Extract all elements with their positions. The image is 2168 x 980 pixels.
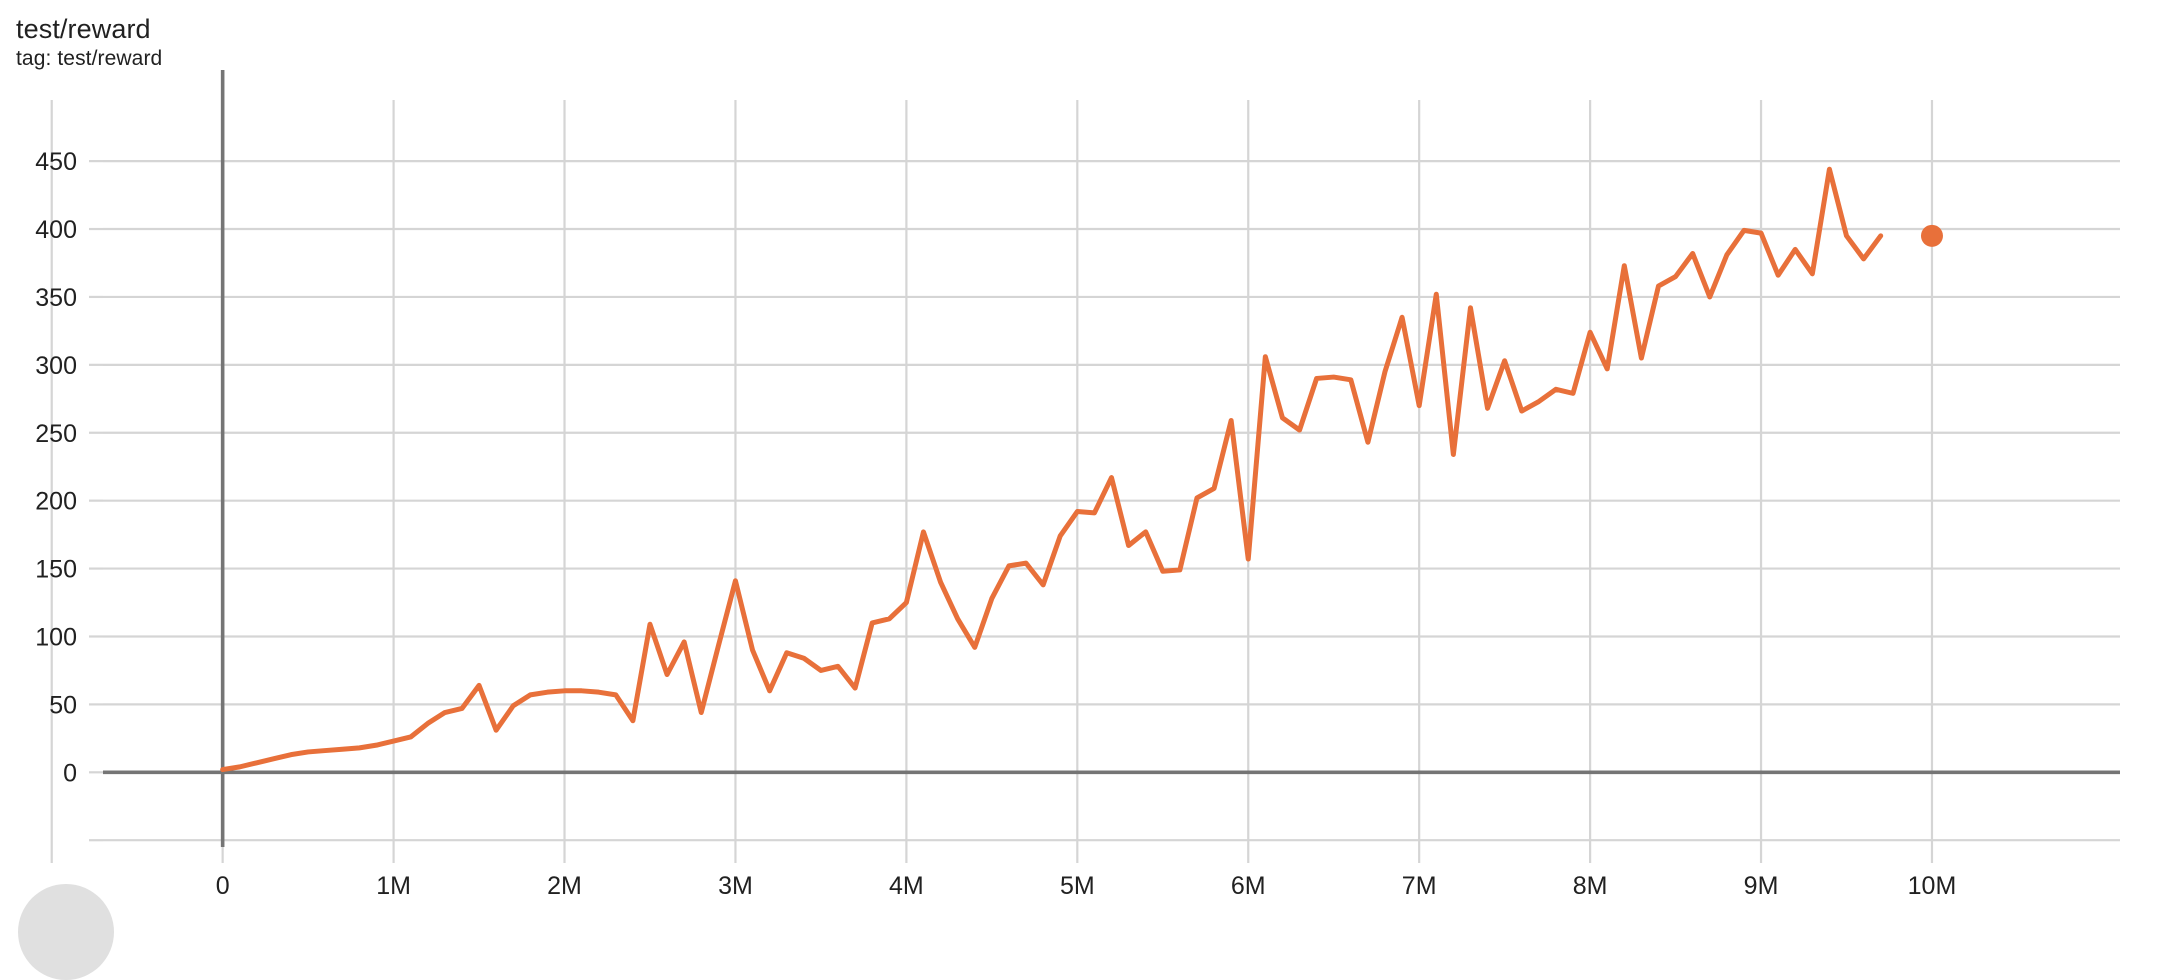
x-tick-label: 10M	[1908, 872, 1957, 900]
x-tick-label: 2M	[547, 872, 582, 900]
endpoint-marker	[1920, 224, 1943, 247]
page-title: test/reward	[16, 14, 151, 44]
y-tick-label: 100	[35, 623, 77, 651]
y-tick-label: 200	[35, 488, 77, 516]
x-tick-label: 5M	[1060, 872, 1095, 900]
y-tick-label: 300	[35, 352, 77, 380]
y-tick-label: 250	[35, 420, 77, 448]
data-series-line	[220, 166, 1884, 773]
y-tick-label: 450	[35, 148, 77, 176]
x-tick-label: 3M	[718, 872, 753, 900]
x-tick-label: 9M	[1744, 872, 1779, 900]
y-tick-label: 0	[63, 759, 77, 787]
x-tick-label: 0	[216, 872, 230, 900]
chart-header: test/reward tag: test/reward	[16, 14, 162, 72]
chart-tag-label: tag: test/reward	[16, 46, 163, 70]
y-tick-label: 400	[35, 216, 77, 244]
x-axis-tick-labels: 0 1M 2M 3M 4M 5M 6M 7M 8M 9M 10M	[216, 872, 1957, 900]
horizontal-gridlines	[103, 160, 2120, 842]
tick-marks	[50, 160, 1934, 863]
endpoint-dot	[1920, 224, 1943, 247]
x-tick-label: 1M	[376, 872, 411, 900]
x-tick-label: 6M	[1231, 872, 1266, 900]
x-tick-label: 8M	[1573, 872, 1608, 900]
x-tick-label: 4M	[889, 872, 924, 900]
x-tick-label: 7M	[1402, 872, 1437, 900]
y-tick-label: 350	[35, 284, 77, 312]
y-tick-label: 50	[49, 691, 77, 719]
y-axis-tick-labels: 0 50 100 150 200 250 300 350 400 450	[35, 148, 77, 787]
series-line-test-reward	[220, 166, 1884, 773]
y-tick-label: 150	[35, 556, 77, 584]
zero-axis-lines	[103, 70, 2120, 847]
vertical-gridlines	[50, 100, 1934, 847]
line-chart-plot[interactable]: 0 50 100 150 200 250 300 350 400 450 0 1M 2M 3M 4M 5M 6…	[0, 0, 2168, 908]
